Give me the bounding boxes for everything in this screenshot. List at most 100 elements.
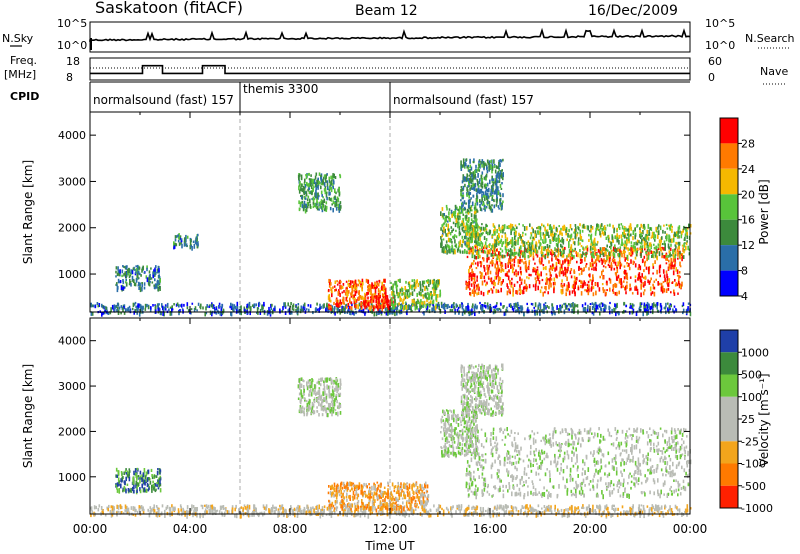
range-cell [475,164,477,169]
range-cell [322,304,324,309]
range-cell [304,196,306,200]
range-cell [623,269,626,275]
range-cell [555,265,558,271]
range-cell [326,302,328,307]
range-cell [367,296,369,300]
range-cell [306,198,309,201]
range-cell [584,302,587,306]
range-cell [450,238,453,241]
range-cell [468,251,470,255]
range-cell [569,239,571,242]
range-cell [166,302,169,307]
range-cell [515,309,517,313]
range-cell [526,512,528,518]
range-cell [648,232,651,236]
range-cell [473,211,476,215]
range-cell [176,235,178,238]
range-cell [337,188,339,193]
range-cell [572,238,574,241]
range-cell [491,235,493,238]
range-cell [321,506,324,510]
range-cell [663,307,666,310]
range-cell [354,297,356,302]
range-cell [521,259,523,263]
range-cell [651,231,654,237]
range-cell [621,225,624,230]
range-cell [331,506,333,510]
range-cell [335,191,337,195]
range-cell [152,304,154,307]
range-cell [502,200,504,204]
range-cell [672,237,675,243]
range-cell [119,269,121,274]
range-cell [157,265,160,270]
range-cell [132,278,135,283]
range-cell [498,172,501,176]
range-cell [679,261,681,266]
range-cell [488,251,491,255]
range-cell [300,305,303,310]
range-cell [515,303,518,308]
range-cell [681,304,684,308]
range-cell [596,224,598,230]
range-cell [544,226,546,232]
range-cell [528,251,531,255]
range-cell [667,309,669,313]
range-cell [222,309,225,312]
range-cell [498,224,500,230]
range-cell [383,293,385,297]
range-cell [619,265,621,270]
range-cell [502,172,504,177]
range-cell [596,243,598,246]
range-cell [527,265,530,271]
range-cell [355,513,357,517]
range-cell [320,201,322,205]
range-cell [328,278,330,284]
range-cell [592,276,594,280]
range-cell [532,257,535,261]
range-cell [504,254,506,258]
range-cell [395,307,397,311]
range-cell [485,230,488,235]
range-cell [310,178,312,183]
range-cell [500,238,503,242]
range-cell [473,161,475,164]
range-cell [320,174,322,177]
range-cell [443,248,446,251]
range-cell [303,204,306,208]
range-cell [501,262,503,265]
range-cell [124,286,126,289]
range-cell [378,296,380,301]
range-cell [659,244,661,249]
range-cell [419,302,421,306]
range-cell [480,264,482,268]
range-cell [632,504,634,509]
range-cell [511,277,513,281]
range-cell [494,263,496,269]
range-cell [318,308,320,313]
range-cell [141,268,143,273]
range-cell [146,303,148,308]
range-cell [468,245,471,251]
range-cell [141,282,143,287]
range-cell [596,240,599,244]
colorbar-tick-label: 12 [741,239,755,252]
range-cell [597,224,600,228]
range-cell [650,250,652,254]
range-cell [655,278,657,281]
range-cell [605,505,608,509]
range-cell [419,283,422,289]
range-cell [648,270,650,275]
range-cell [498,180,501,183]
range-cell [94,305,97,309]
range-cell [495,267,498,273]
range-cell [119,280,122,283]
range-cell [287,302,289,307]
range-cell [573,241,576,246]
range-cell [180,506,182,509]
range-cell [448,208,451,211]
range-cell [335,298,338,303]
range-cell [318,180,320,185]
range-cell [658,251,661,257]
range-cell [573,287,575,292]
